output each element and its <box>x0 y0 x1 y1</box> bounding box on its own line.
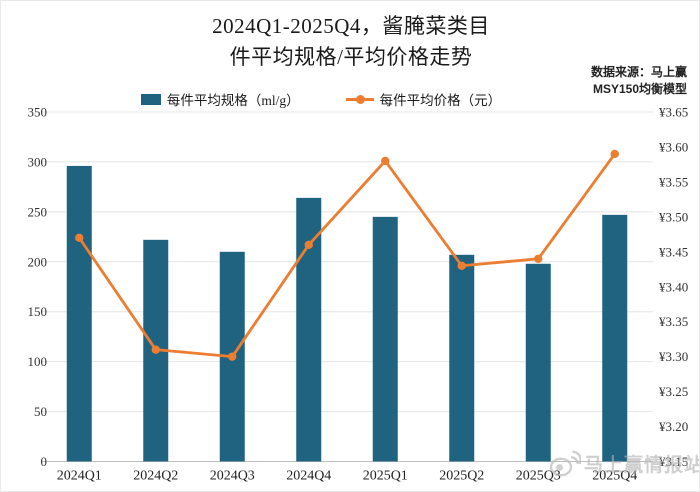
price-point-2025Q1 <box>381 156 390 166</box>
legend-item-price: 每件平均价格（元） <box>345 89 502 109</box>
data-source-line2: MSY150均衡模型 <box>592 82 687 96</box>
left-axis-tick-label: 250 <box>28 204 48 219</box>
right-axis-tick-label: ¥3.25 <box>659 384 688 399</box>
price-point-2024Q4 <box>304 240 313 250</box>
right-axis-tick-label: ¥3.65 <box>659 105 688 120</box>
bar-2024Q1 <box>66 165 92 462</box>
data-source-note: 数据来源：马上赢 MSY150均衡模型 <box>591 64 687 98</box>
price-point-2024Q2 <box>151 345 160 354</box>
price-line <box>78 153 616 359</box>
x-axis-label-2024Q1: 2024Q1 <box>57 469 102 484</box>
left-axis-tick-label: 50 <box>34 404 47 419</box>
line-series-swatch <box>345 94 374 105</box>
bar-series-swatch <box>140 93 161 105</box>
left-axis-tick-label: 0 <box>41 454 48 469</box>
bar-2025Q3 <box>525 263 551 462</box>
price-point-2024Q1 <box>75 233 84 243</box>
left-axis-tick-label: 100 <box>28 354 48 369</box>
right-axis-tick-label: ¥3.35 <box>659 314 688 329</box>
left-axis-tick-label: 150 <box>28 304 48 319</box>
price-point-2025Q2 <box>457 261 466 270</box>
chart-legend: 每件平均规格（ml/g） 每件平均价格（元） <box>1 89 641 109</box>
legend-line-label: 每件平均价格（元） <box>379 93 502 108</box>
bar-2024Q4 <box>296 197 322 462</box>
x-axis-label-2024Q4: 2024Q4 <box>286 469 331 484</box>
chart-title: 2024Q1-2025Q4，酱腌菜类目 件平均规格/平均价格走势 <box>1 11 699 73</box>
left-axis-tick-label: 350 <box>28 105 48 120</box>
right-axis-tick-label: ¥3.15 <box>659 454 688 469</box>
right-axis-tick-label: ¥3.50 <box>659 209 688 224</box>
chart-title-line1: 2024Q1-2025Q4，酱腌菜类目 <box>212 14 490 38</box>
line-swatch-dot <box>355 94 365 104</box>
price-point-2025Q3 <box>534 254 543 263</box>
right-axis-tick-label: ¥3.20 <box>659 419 688 434</box>
legend-bar-label: 每件平均规格（ml/g） <box>166 93 300 108</box>
x-axis-label-2025Q4: 2025Q4 <box>592 469 637 484</box>
data-source-line1: 数据来源：马上赢 <box>590 65 687 79</box>
left-axis-tick-label: 200 <box>28 254 48 269</box>
bar-2025Q2 <box>449 254 475 462</box>
right-axis-tick-label: ¥3.45 <box>659 244 688 259</box>
x-axis-label-2024Q3: 2024Q3 <box>210 469 255 484</box>
bar-2025Q1 <box>372 216 398 462</box>
right-axis-tick-label: ¥3.40 <box>659 279 688 294</box>
price-point-2024Q3 <box>228 352 237 361</box>
bar-2025Q4 <box>602 214 628 462</box>
right-axis-tick-label: ¥3.60 <box>659 139 688 154</box>
x-axis-label-2024Q2: 2024Q2 <box>133 469 178 484</box>
left-axis-tick-label: 300 <box>28 154 48 169</box>
chart-title-line2: 件平均规格/平均价格走势 <box>229 45 473 69</box>
legend-item-spec: 每件平均规格（ml/g） <box>140 89 300 109</box>
price-point-2025Q4 <box>610 149 619 159</box>
x-axis-label-2025Q3: 2025Q3 <box>516 469 561 484</box>
x-axis-label-2025Q2: 2025Q2 <box>439 469 484 484</box>
right-axis-tick-label: ¥3.55 <box>659 174 688 189</box>
right-axis-tick-label: ¥3.30 <box>659 349 688 364</box>
x-axis-label-2025Q1: 2025Q1 <box>363 469 408 484</box>
